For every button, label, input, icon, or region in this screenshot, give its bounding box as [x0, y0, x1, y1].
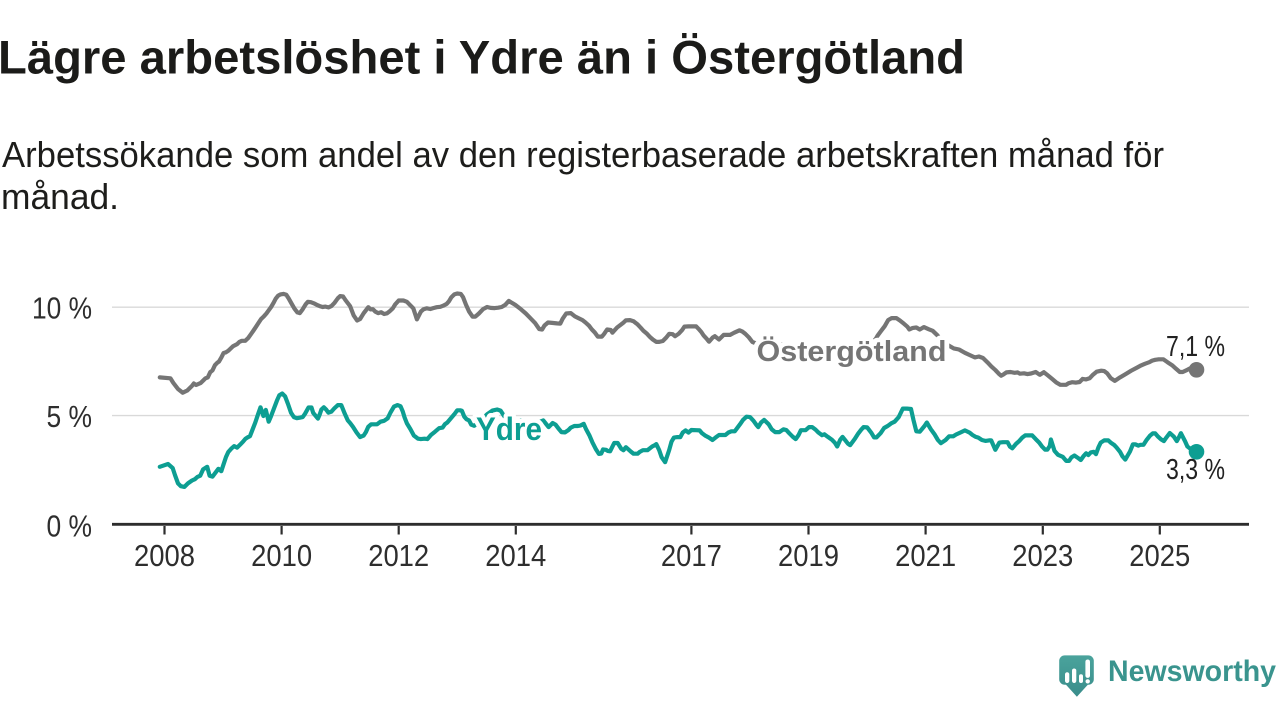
svg-text:2021: 2021	[895, 538, 956, 573]
svg-text:månad.: månad.	[1, 176, 119, 217]
svg-text:7,1 %: 7,1 %	[1166, 331, 1225, 363]
svg-text:2019: 2019	[778, 538, 839, 573]
svg-text:3,3 %: 3,3 %	[1166, 454, 1225, 486]
svg-text:2025: 2025	[1129, 538, 1190, 573]
svg-text:Östergötland: Östergötland	[757, 336, 947, 368]
svg-text:2023: 2023	[1012, 538, 1073, 573]
svg-text:2010: 2010	[251, 538, 312, 573]
svg-text:Arbetssökande som andel av den: Arbetssökande som andel av den registerb…	[2, 134, 1164, 175]
svg-text:0 %: 0 %	[47, 509, 93, 544]
svg-text:2012: 2012	[368, 538, 429, 573]
svg-text:2017: 2017	[661, 538, 722, 573]
svg-text:Lägre arbetslöshet i Ydre än i: Lägre arbetslöshet i Ydre än i Östergötl…	[0, 32, 965, 85]
svg-text:5 %: 5 %	[47, 399, 93, 434]
svg-text:Newsworthy: Newsworthy	[1108, 655, 1276, 688]
svg-text:2014: 2014	[485, 538, 546, 573]
svg-text:2008: 2008	[134, 538, 195, 573]
svg-text:Ydre: Ydre	[476, 411, 542, 447]
svg-text:10 %: 10 %	[32, 291, 92, 326]
